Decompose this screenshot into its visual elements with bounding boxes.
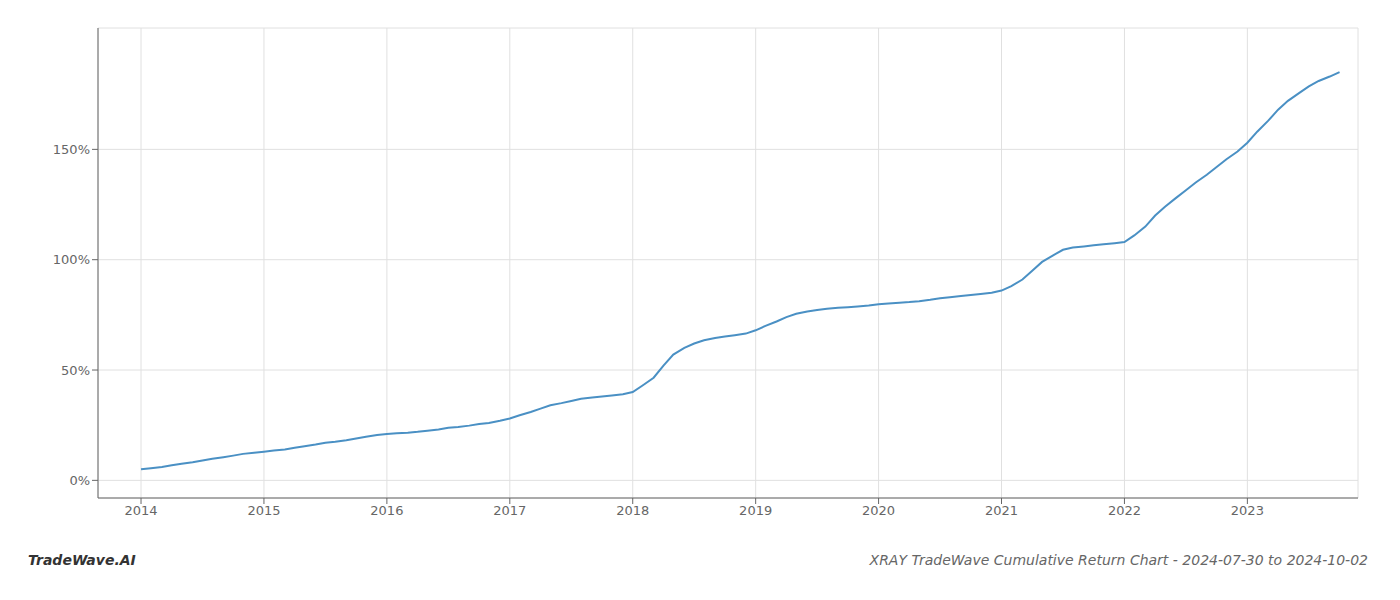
svg-text:50%: 50% (61, 363, 90, 378)
svg-text:2017: 2017 (493, 503, 526, 518)
svg-text:2014: 2014 (124, 503, 157, 518)
svg-text:2020: 2020 (862, 503, 895, 518)
svg-text:0%: 0% (69, 473, 90, 488)
svg-text:100%: 100% (53, 252, 90, 267)
svg-text:150%: 150% (53, 142, 90, 157)
svg-text:2016: 2016 (370, 503, 403, 518)
svg-text:2021: 2021 (985, 503, 1018, 518)
svg-text:2019: 2019 (739, 503, 772, 518)
svg-text:2015: 2015 (247, 503, 280, 518)
html-text:XRAY TradeWave Cumulative Retu: XRAY TradeWave Cumulative Return Chart -… (869, 552, 1368, 568)
svg-text:2018: 2018 (616, 503, 649, 518)
html-text:TradeWave.AI: TradeWave.AI (28, 552, 136, 568)
svg-text:2022: 2022 (1108, 503, 1141, 518)
svg-text:2023: 2023 (1231, 503, 1264, 518)
